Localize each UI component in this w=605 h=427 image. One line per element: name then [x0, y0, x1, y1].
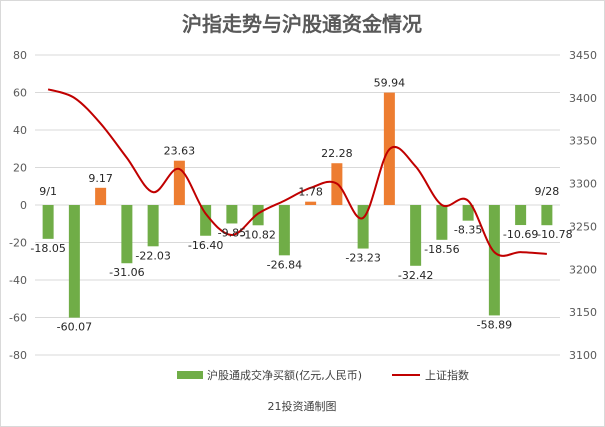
- bar-series: [42, 92, 553, 318]
- left-axis-tick-label: 40: [13, 124, 27, 137]
- bar: [436, 205, 448, 240]
- bar-value-label: -60.07: [57, 321, 92, 334]
- chart-title: 沪指走势与沪股通资金情况: [182, 12, 422, 36]
- bar: [121, 205, 133, 264]
- bar: [305, 201, 317, 205]
- right-axis-tick-label: 3200: [569, 263, 597, 276]
- bar-value-label: -16.40: [188, 239, 223, 252]
- bar: [252, 205, 264, 226]
- bar: [462, 205, 474, 221]
- date-label: 9/1: [39, 185, 57, 198]
- date-labels: 9/1 9/28: [39, 185, 559, 198]
- bar-value-label: 23.63: [164, 145, 196, 158]
- right-axis-tick-label: 3300: [569, 178, 597, 191]
- right-axis-tick-label: 3150: [569, 306, 597, 319]
- left-axis-ticks: -80 -60 -40 -20 0 20 40 60 80: [9, 49, 27, 362]
- bar: [95, 187, 107, 205]
- bar: [541, 205, 553, 226]
- left-axis-tick-label: 20: [13, 162, 27, 175]
- right-axis-ticks: 3100 3150 3200 3250 3300 3350 3400 3450: [569, 49, 597, 362]
- bar-value-label: -23.23: [345, 252, 380, 265]
- left-axis-tick-label: 0: [20, 199, 27, 212]
- bar-value-label: -18.56: [424, 243, 459, 256]
- bar-value-label: -10.69: [503, 228, 538, 241]
- bar: [173, 160, 185, 205]
- bar-value-label: 59.94: [374, 77, 406, 90]
- bar: [147, 205, 159, 247]
- bar-value-label: 1.78: [298, 186, 323, 199]
- legend-line-label: 上证指数: [425, 368, 469, 382]
- bar: [410, 205, 422, 266]
- bar-value-label: -18.05: [30, 242, 65, 255]
- right-axis-tick-label: 3400: [569, 92, 597, 105]
- bar-value-label: -10.78: [537, 228, 572, 241]
- right-axis-tick-label: 3450: [569, 49, 597, 62]
- left-axis-tick-label: -20: [9, 237, 27, 250]
- bar: [488, 205, 500, 316]
- date-label: 9/28: [535, 185, 560, 198]
- bar-value-label: -58.89: [477, 318, 512, 331]
- bar: [68, 205, 80, 318]
- bar-value-label: -10.82: [240, 228, 275, 241]
- bar-value-label: -31.06: [109, 266, 144, 279]
- right-axis-tick-label: 3100: [569, 349, 597, 362]
- legend-bar-swatch: [177, 371, 203, 379]
- left-axis-tick-label: -40: [9, 274, 27, 287]
- bar: [278, 205, 290, 256]
- bar: [357, 205, 369, 249]
- right-axis-tick-label: 3250: [569, 220, 597, 233]
- right-axis-tick-label: 3350: [569, 135, 597, 148]
- bar: [200, 205, 212, 236]
- bar-value-label: -26.84: [267, 258, 302, 271]
- legend: 沪股通成交净买额(亿元,人民币) 上证指数: [177, 368, 469, 382]
- bar: [42, 205, 54, 239]
- bar-value-label: -9.85: [218, 226, 246, 239]
- bar-value-label: 22.28: [321, 147, 353, 160]
- left-axis-tick-label: 80: [13, 49, 27, 62]
- left-axis-tick-label: 60: [13, 87, 27, 100]
- legend-bar-label: 沪股通成交净买额(亿元,人民币): [207, 368, 362, 382]
- bar: [515, 205, 527, 226]
- index-line: [47, 88, 547, 257]
- bar-value-label: 9.17: [88, 172, 113, 185]
- bar-value-label: -8.35: [454, 224, 482, 237]
- bar: [226, 205, 238, 224]
- line-series: [47, 88, 547, 257]
- source-note: 21投资通制图: [268, 399, 337, 413]
- left-axis-tick-label: -60: [9, 312, 27, 325]
- bar-value-label: -22.03: [135, 249, 170, 262]
- left-axis-tick-label: -80: [9, 349, 27, 362]
- data-labels: -18.05-60.079.17-31.06-22.0323.63-16.40-…: [30, 77, 572, 334]
- bar-value-label: -32.42: [398, 269, 433, 282]
